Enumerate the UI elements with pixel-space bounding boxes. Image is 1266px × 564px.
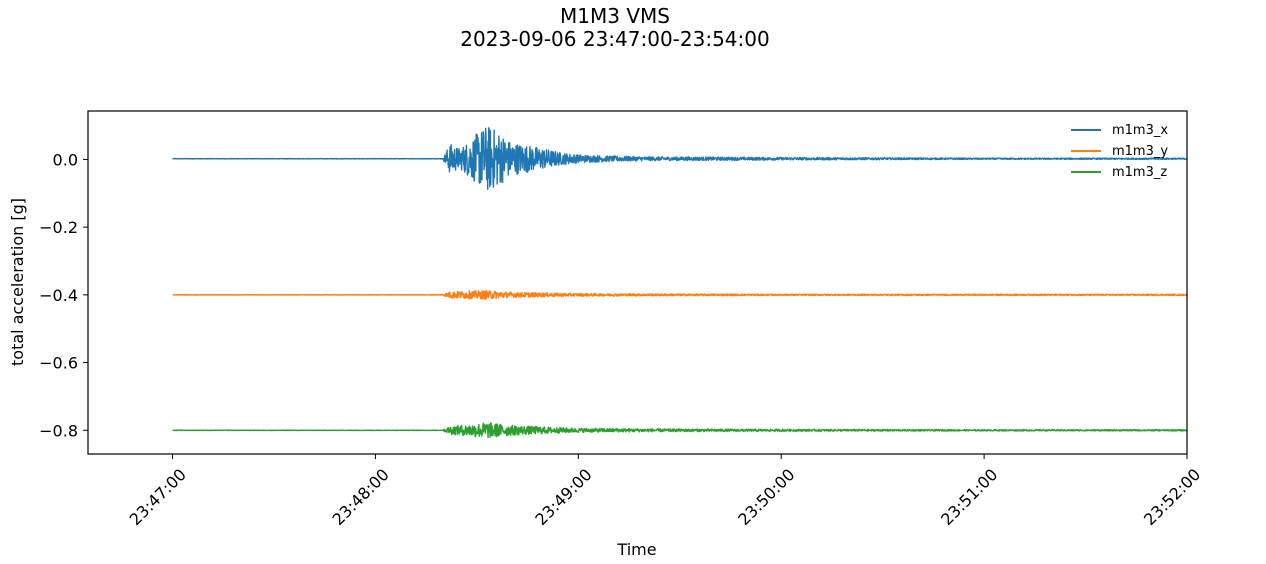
- chart-title: M1M3 VMS: [560, 4, 670, 28]
- series-line-m1m3-x: [172, 127, 1188, 190]
- series-line-m1m3-z: [172, 422, 1188, 439]
- ticks-layer: 0.0 −0.2 −0.4 −0.6 −0.8 23:47:00 23:48:00 23:49…: [39, 150, 1204, 529]
- x-tick-label: 23:50:00: [734, 465, 798, 529]
- series-line-m1m3-y: [172, 290, 1188, 300]
- plot-frame: [87, 110, 1188, 455]
- y-tick-label: 0.0: [53, 150, 78, 169]
- x-tick-label: 23:49:00: [531, 465, 595, 529]
- legend-label-m1m3-y: m1m3_y: [1112, 144, 1168, 159]
- x-tick-label: 23:51:00: [937, 465, 1001, 529]
- series-layer: [172, 127, 1188, 439]
- y-tick-label: −0.4: [39, 286, 78, 305]
- y-tick-label: −0.8: [39, 421, 78, 440]
- x-tick-label: 23:47:00: [126, 465, 190, 529]
- x-tick-label: 23:52:00: [1140, 465, 1204, 529]
- y-tick-label: −0.6: [39, 354, 78, 373]
- y-tick-label: −0.2: [39, 218, 78, 237]
- legend: m1m3_x m1m3_y m1m3_z: [1071, 123, 1168, 180]
- x-axis-label: Time: [616, 540, 656, 559]
- y-axis-label: total acceleration [g]: [8, 198, 27, 366]
- legend-label-m1m3-x: m1m3_x: [1112, 123, 1168, 138]
- x-tick-label: 23:48:00: [328, 465, 392, 529]
- chart-subtitle: 2023-09-06 23:47:00-23:54:00: [460, 27, 769, 51]
- legend-label-m1m3-z: m1m3_z: [1112, 165, 1167, 180]
